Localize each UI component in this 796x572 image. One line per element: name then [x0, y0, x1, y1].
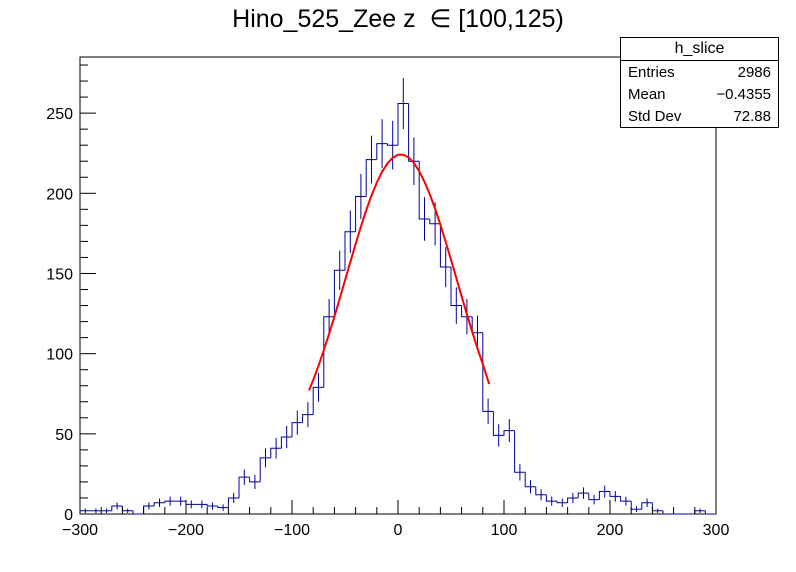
histogram-bin [270, 447, 282, 458]
histogram-bin [429, 218, 441, 225]
histogram-bin [376, 143, 388, 160]
histogram-bin [556, 501, 568, 504]
histogram-bin [577, 492, 589, 498]
histogram-bin [206, 504, 218, 507]
histogram-bin [450, 267, 462, 307]
stats-entries-value: 2986 [737, 64, 771, 81]
histogram-bin [302, 414, 314, 423]
histogram-bin [567, 497, 579, 503]
histogram-bin [439, 223, 451, 268]
error-bars [84, 77, 701, 514]
y-tick-label: 50 [55, 427, 73, 444]
histogram-bin [503, 430, 515, 436]
stats-stddev-label: Std Dev [628, 108, 682, 125]
histogram-bin [609, 491, 621, 497]
histogram-bin [365, 159, 377, 197]
histogram-bin [227, 497, 239, 508]
histogram-bin [535, 486, 547, 496]
histogram-bin [545, 494, 557, 502]
y-tick-label: 0 [64, 507, 73, 524]
histogram-bin [291, 422, 303, 438]
histogram-bin [249, 477, 261, 483]
histogram-bin [333, 269, 345, 317]
histogram-bin [598, 491, 610, 500]
stats-mean-value: −0.4355 [716, 86, 771, 103]
histogram-bin [408, 103, 420, 162]
x-tick-label: 200 [597, 522, 624, 539]
histogram-bin [704, 510, 716, 515]
histogram-bin [280, 436, 292, 449]
histogram-bin [355, 196, 367, 232]
histogram-bin [397, 103, 409, 146]
chart-title: Hino_525_Zee z ∈ [100,125) [232, 5, 564, 33]
y-axis-ticks: 0 50 100 150 200 250 [46, 64, 96, 524]
histogram-bin [386, 143, 398, 146]
stats-box: h_slice Entries 2986 Mean −0.4355 Std De… [620, 37, 779, 128]
y-tick-label: 250 [46, 106, 73, 123]
histogram-bin [482, 332, 494, 412]
stats-stddev-value: 72.88 [733, 108, 771, 125]
histogram-bin [312, 386, 324, 415]
gaussian-fit-curve [308, 153, 491, 391]
stats-mean-label: Mean [628, 86, 666, 103]
stats-mean-row: Mean −0.4355 [628, 84, 771, 106]
x-tick-label: 100 [491, 522, 518, 539]
y-tick-label: 100 [46, 347, 73, 364]
histogram-bin [132, 510, 144, 515]
histogram-bin [153, 502, 165, 506]
stats-box-title: h_slice [621, 38, 778, 61]
histogram-bin [323, 316, 335, 388]
histogram-bin [514, 430, 526, 473]
histogram-bin [111, 505, 123, 511]
histogram-bin [259, 457, 271, 482]
stats-entries-label: Entries [628, 64, 675, 81]
histogram-bin [344, 231, 356, 271]
x-tick-label: −300 [62, 522, 98, 539]
x-tick-label: −200 [168, 522, 204, 539]
histogram-bin [164, 500, 176, 503]
histogram-bin [461, 305, 473, 318]
stats-stddev-row: Std Dev 72.88 [628, 106, 771, 128]
stats-entries-row: Entries 2986 [628, 62, 771, 84]
histogram-bin [524, 472, 536, 488]
histogram-bin [492, 411, 504, 436]
histogram-bin [217, 505, 229, 509]
histogram-bins [79, 103, 716, 515]
histogram-bin [662, 510, 674, 515]
histogram-bin [620, 496, 632, 502]
x-tick-label: −100 [274, 522, 310, 539]
x-axis-ticks: −300 −200 −100 0 100 200 300 [62, 500, 729, 539]
x-tick-label: 300 [703, 522, 730, 539]
y-tick-label: 200 [46, 186, 73, 203]
y-tick-label: 150 [46, 266, 73, 283]
histogram-bin [238, 476, 250, 498]
histogram-bin [418, 161, 430, 220]
x-tick-label: 0 [394, 522, 403, 539]
histogram-bin [641, 502, 653, 510]
histogram-bin [588, 493, 600, 501]
